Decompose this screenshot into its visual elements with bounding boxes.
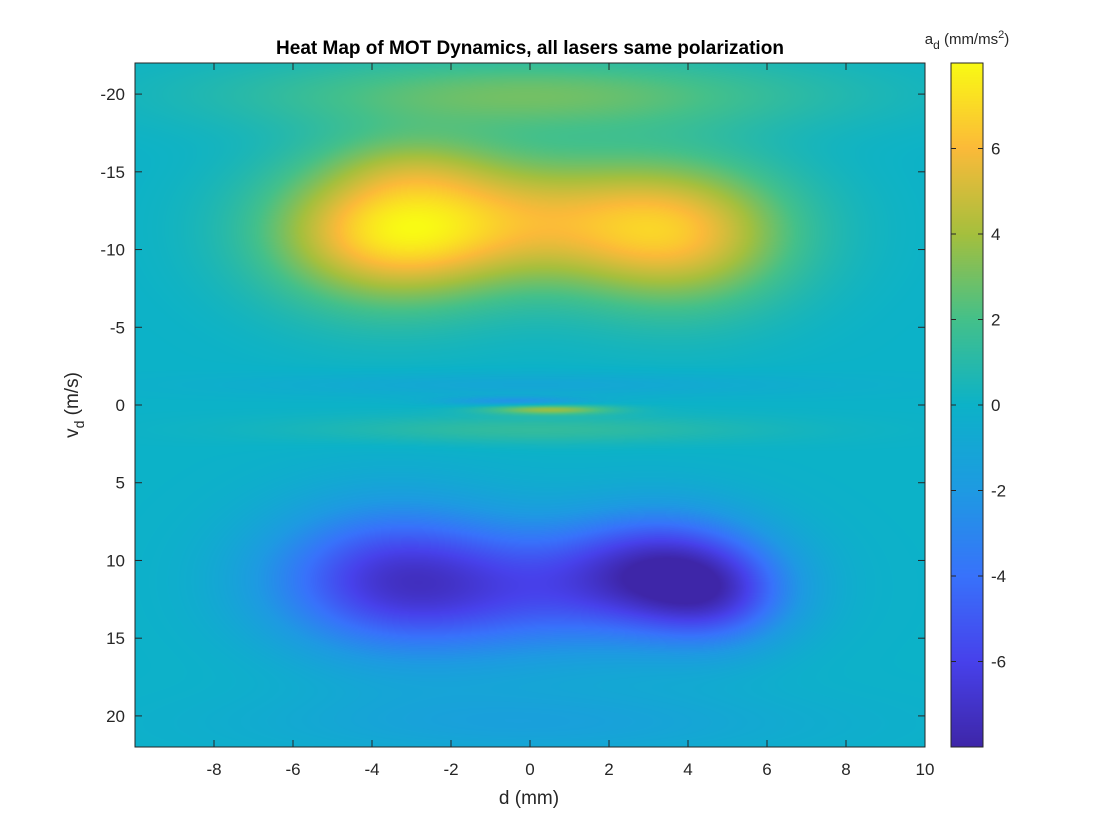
- heatmap-image: [135, 63, 925, 747]
- x-tick-label: 8: [841, 760, 850, 779]
- x-axis-ticks: -8 -6 -4 -2 0 2 4 6 8 10: [206, 63, 934, 779]
- y-axis-label-sub: d: [71, 421, 87, 429]
- y-tick-label: 10: [106, 551, 125, 570]
- x-tick-label: -2: [443, 760, 458, 779]
- x-tick-label: -8: [206, 760, 221, 779]
- colorbar-tick-label: 4: [991, 225, 1000, 244]
- colorbar-title-main: a: [925, 31, 934, 48]
- colorbar-tick-label: -4: [991, 567, 1006, 586]
- x-tick-label: 10: [916, 760, 935, 779]
- colorbar-tick-label: -2: [991, 482, 1006, 501]
- colorbar-title: ad (mm/ms2): [925, 29, 1009, 52]
- colorbar: [951, 63, 983, 747]
- colorbar-tick-label: -6: [991, 653, 1006, 672]
- y-tick-label: 15: [106, 629, 125, 648]
- colorbar-tick-label: 2: [991, 311, 1000, 330]
- y-axis-ticks: -20 -15 -10 -5 0 5 10 15 20: [100, 85, 925, 726]
- y-axis-label-unit: (m/s): [62, 372, 83, 421]
- colorbar-title-sub: d: [933, 38, 940, 52]
- colorbar-tick-label: 0: [991, 396, 1000, 415]
- colorbar-tick-label: 6: [991, 140, 1000, 159]
- x-tick-label: -4: [364, 760, 379, 779]
- colorbar-gradient: [951, 63, 983, 747]
- colorbar-ticks: -6 -4 -2 0 2 4 6: [951, 140, 1006, 672]
- svg-text:vd (m/s): vd (m/s): [62, 372, 87, 438]
- x-tick-label: 0: [525, 760, 534, 779]
- x-tick-label: 2: [604, 760, 613, 779]
- x-tick-label: 6: [762, 760, 771, 779]
- colorbar-title-sup: 2: [998, 29, 1004, 41]
- y-tick-label: -15: [100, 163, 125, 182]
- y-tick-label: 0: [116, 396, 125, 415]
- heatmap-plot-area: [135, 63, 925, 747]
- x-tick-label: -6: [285, 760, 300, 779]
- y-tick-label: 5: [116, 474, 125, 493]
- y-axis-label-main: v: [62, 428, 83, 438]
- y-tick-label: -20: [100, 85, 125, 104]
- chart-title: Heat Map of MOT Dynamics, all lasers sam…: [276, 38, 784, 59]
- y-tick-label: -10: [100, 241, 125, 260]
- y-tick-label: 20: [106, 707, 125, 726]
- colorbar-title-unit-post: ): [1004, 31, 1009, 48]
- x-tick-label: 4: [683, 760, 692, 779]
- y-tick-label: -5: [110, 318, 125, 337]
- y-axis-label: vd (m/s): [62, 372, 87, 438]
- colorbar-title-unit-pre: (mm/ms: [940, 31, 998, 48]
- x-axis-label: d (mm): [499, 788, 559, 809]
